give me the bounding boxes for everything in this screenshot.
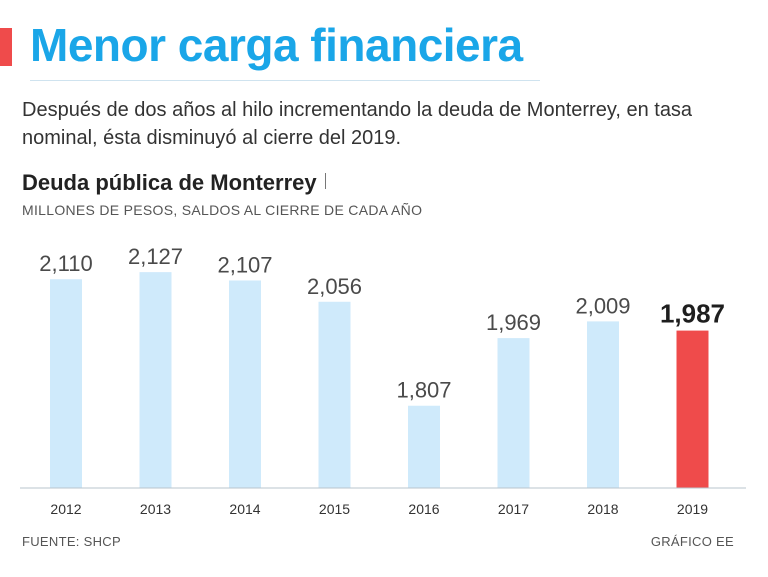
value-label-2015: 2,056 xyxy=(307,274,362,299)
x-tick-2012: 2012 xyxy=(50,501,81,517)
x-tick-2019: 2019 xyxy=(677,501,708,517)
bar-2014 xyxy=(229,280,261,488)
value-label-2018: 2,009 xyxy=(575,293,630,318)
chart-title-text: Deuda pública de Monterrey xyxy=(22,170,317,195)
chart-subtitle: MILLONES DE PESOS, SALDOS AL CIERRE DE C… xyxy=(22,202,423,218)
x-tick-2016: 2016 xyxy=(408,501,439,517)
headline-divider xyxy=(30,80,540,81)
bar-2013 xyxy=(139,272,172,488)
bar-2012 xyxy=(50,279,82,488)
x-tick-2014: 2014 xyxy=(229,501,260,517)
headline: Menor carga financiera xyxy=(30,19,523,71)
title-divider-tick xyxy=(324,173,326,189)
bar-2015 xyxy=(318,301,351,488)
value-label-2019: 1,987 xyxy=(660,299,725,329)
graphic-credit: GRÁFICO EE xyxy=(650,534,734,549)
value-label-2014: 2,107 xyxy=(217,252,272,277)
x-tick-2015: 2015 xyxy=(319,501,350,517)
accent-bar xyxy=(0,28,12,66)
bar-2018 xyxy=(587,321,619,488)
x-tick-2018: 2018 xyxy=(587,501,618,517)
value-label-2017: 1,969 xyxy=(486,310,541,335)
value-label-2013: 2,127 xyxy=(128,244,183,269)
subtitle: Después de dos años al hilo incrementand… xyxy=(22,99,693,149)
value-label-2016: 1,807 xyxy=(396,378,451,403)
value-label-2012: 2,110 xyxy=(39,251,92,276)
x-tick-2013: 2013 xyxy=(140,501,171,517)
bar-2017 xyxy=(497,338,530,488)
bar-2016 xyxy=(408,405,440,488)
source-note: FUENTE: SHCP xyxy=(22,534,121,549)
chart-title: Deuda pública de Monterrey xyxy=(22,170,326,196)
x-tick-2017: 2017 xyxy=(498,501,529,517)
bar-2019 xyxy=(676,330,709,488)
